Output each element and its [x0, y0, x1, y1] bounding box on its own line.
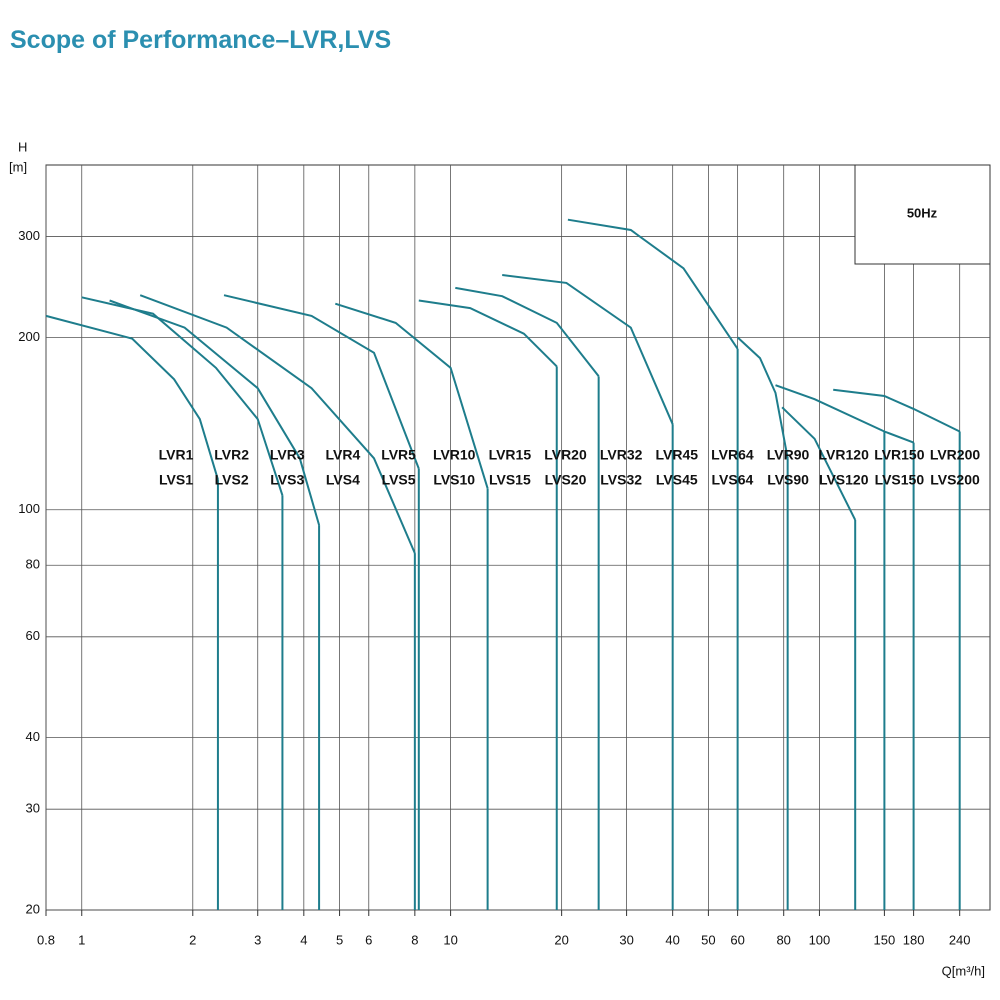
performance-curve — [45, 314, 219, 480]
series-label: LVR10 — [433, 447, 476, 463]
x-tick-label: 180 — [903, 932, 925, 947]
performance-curve — [223, 294, 420, 469]
series-label-alt: LVS20 — [545, 472, 587, 488]
series-label: LVR45 — [656, 447, 699, 463]
x-tick-label: 30 — [619, 932, 633, 947]
series-label: LVR64 — [711, 447, 754, 463]
series-label: LVR90 — [767, 447, 810, 463]
series-label-alt: LVS150 — [875, 472, 925, 488]
series-label: LVR5 — [381, 447, 416, 463]
series-label: LVR4 — [326, 447, 361, 463]
series-label-alt: LVS200 — [930, 472, 980, 488]
series-label-alt: LVS5 — [382, 472, 416, 488]
x-tick-label: 60 — [730, 932, 744, 947]
x-tick-label: 3 — [254, 932, 261, 947]
x-tick-label: 100 — [809, 932, 831, 947]
series-label: LVR32 — [600, 447, 643, 463]
x-tick-label: 150 — [874, 932, 896, 947]
y-axis-unit: [m] — [9, 159, 27, 174]
y-tick-label: 60 — [26, 628, 40, 643]
x-tick-label: 10 — [443, 932, 457, 947]
annotation: 50Hz — [907, 205, 938, 220]
y-tick-label: 200 — [18, 329, 40, 344]
x-tick-label: 8 — [411, 932, 418, 947]
y-axis-label: H — [18, 139, 27, 154]
performance-curve — [109, 299, 321, 526]
series-label: LVR20 — [544, 447, 587, 463]
series-label-alt: LVS3 — [270, 472, 304, 488]
series-label: LVR200 — [930, 447, 981, 463]
series-label-alt: LVS32 — [600, 472, 642, 488]
x-tick-label: 80 — [776, 932, 790, 947]
performance-curve — [418, 299, 558, 368]
series-label: LVR1 — [159, 447, 194, 463]
x-tick-label: 1 — [78, 932, 85, 947]
series-label-alt: LVS90 — [767, 472, 809, 488]
x-tick-label: 2 — [189, 932, 196, 947]
x-tick-label: 6 — [365, 932, 372, 947]
chart-title: Scope of Performance–LVR,LVS — [10, 26, 391, 54]
series-label-alt: LVS15 — [489, 472, 531, 488]
y-tick-label: 80 — [26, 557, 40, 572]
series-label-alt: LVS120 — [819, 472, 869, 488]
series-label-alt: LVS64 — [712, 472, 754, 488]
x-tick-label: 0.8 — [37, 932, 55, 947]
performance-curve — [139, 294, 416, 554]
x-tick-label: 4 — [300, 932, 307, 947]
x-tick-label: 5 — [336, 932, 343, 947]
series-label-alt: LVS1 — [159, 472, 193, 488]
x-tick-label: 50 — [701, 932, 715, 947]
performance-curve — [736, 336, 789, 459]
series-label-alt: LVS2 — [215, 472, 249, 488]
y-tick-label: 300 — [18, 228, 40, 243]
performance-curve — [775, 384, 885, 433]
series-label-alt: LVS4 — [326, 472, 360, 488]
performance-curve — [567, 218, 739, 350]
series-label: LVR15 — [489, 447, 532, 463]
annotation-box — [854, 164, 991, 265]
y-tick-label: 40 — [26, 729, 40, 744]
x-tick-label: 240 — [949, 932, 971, 947]
x-axis-label: Q[m³/h] — [942, 963, 985, 978]
performance-curve — [502, 274, 674, 425]
y-tick-label: 100 — [18, 501, 40, 516]
series-label: LVR150 — [874, 447, 925, 463]
x-tick-label: 20 — [554, 932, 568, 947]
performance-curve — [455, 286, 600, 377]
y-tick-label: 20 — [26, 901, 40, 916]
performance-curve — [833, 388, 961, 433]
performance-curve — [781, 406, 857, 521]
series-label-alt: LVS10 — [433, 472, 475, 488]
performance-curve — [334, 302, 489, 489]
series-label: LVR120 — [819, 447, 870, 463]
x-tick-label: 40 — [665, 932, 679, 947]
series-label-alt: LVS45 — [656, 472, 698, 488]
performance-curve — [884, 430, 914, 444]
series-label: LVR2 — [214, 447, 249, 463]
y-tick-label: 30 — [26, 801, 40, 816]
series-label: LVR3 — [270, 447, 305, 463]
